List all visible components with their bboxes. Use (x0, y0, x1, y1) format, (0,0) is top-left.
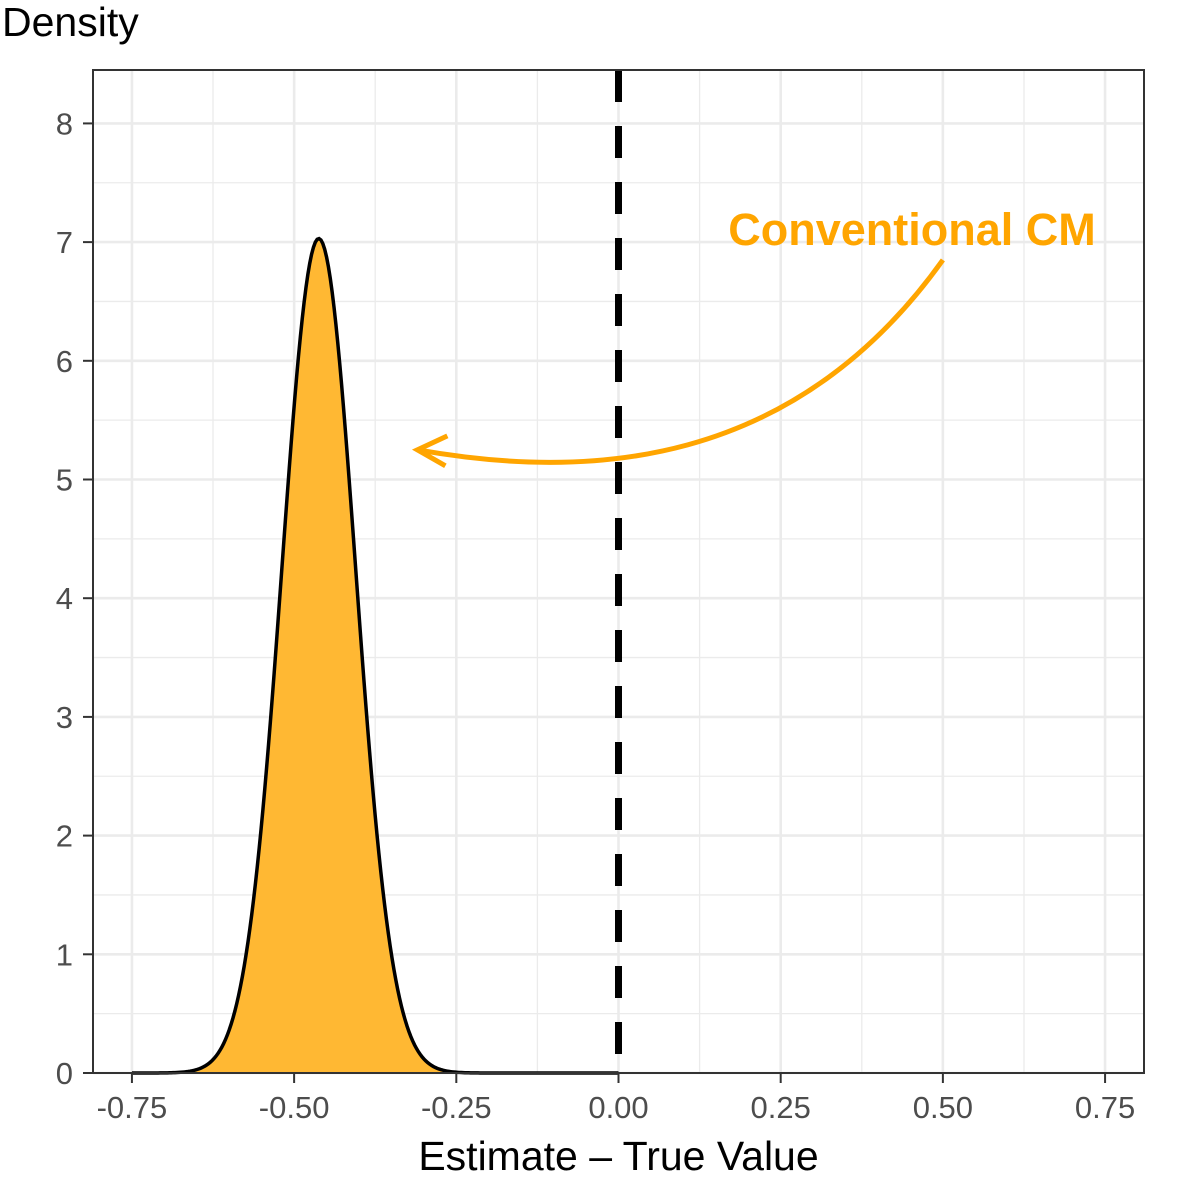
x-tick-label: -0.25 (421, 1090, 492, 1125)
y-tick-label: 8 (56, 106, 73, 141)
density-area (131, 238, 619, 1073)
y-tick-label: 4 (56, 581, 73, 616)
y-tick-label: 3 (56, 700, 73, 735)
y-axis: 0 1 2 3 4 5 6 7 8 (56, 106, 93, 1091)
annotation-label: Conventional CM (728, 204, 1096, 255)
x-tick-label: -0.50 (259, 1090, 330, 1125)
y-tick-label: 1 (56, 937, 73, 972)
x-tick-label: 0.50 (913, 1090, 973, 1125)
x-tick-label: 0.00 (588, 1090, 648, 1125)
x-axis: -0.75 -0.50 -0.25 0.00 0.25 0.50 0.75 (97, 1073, 1135, 1125)
x-tick-label: 0.25 (751, 1090, 811, 1125)
y-tick-label: 6 (56, 344, 73, 379)
y-axis-title: Density (2, 0, 139, 45)
y-tick-label: 7 (56, 225, 73, 260)
x-tick-label: -0.75 (97, 1090, 168, 1125)
x-tick-label: 0.75 (1075, 1090, 1135, 1125)
y-tick-label: 0 (56, 1056, 73, 1091)
x-axis-title: Estimate – True Value (418, 1133, 818, 1179)
annotation-arrow (416, 258, 945, 465)
y-tick-label: 2 (56, 819, 73, 854)
annotation-arrowhead (411, 433, 449, 469)
y-tick-label: 5 (56, 463, 73, 498)
